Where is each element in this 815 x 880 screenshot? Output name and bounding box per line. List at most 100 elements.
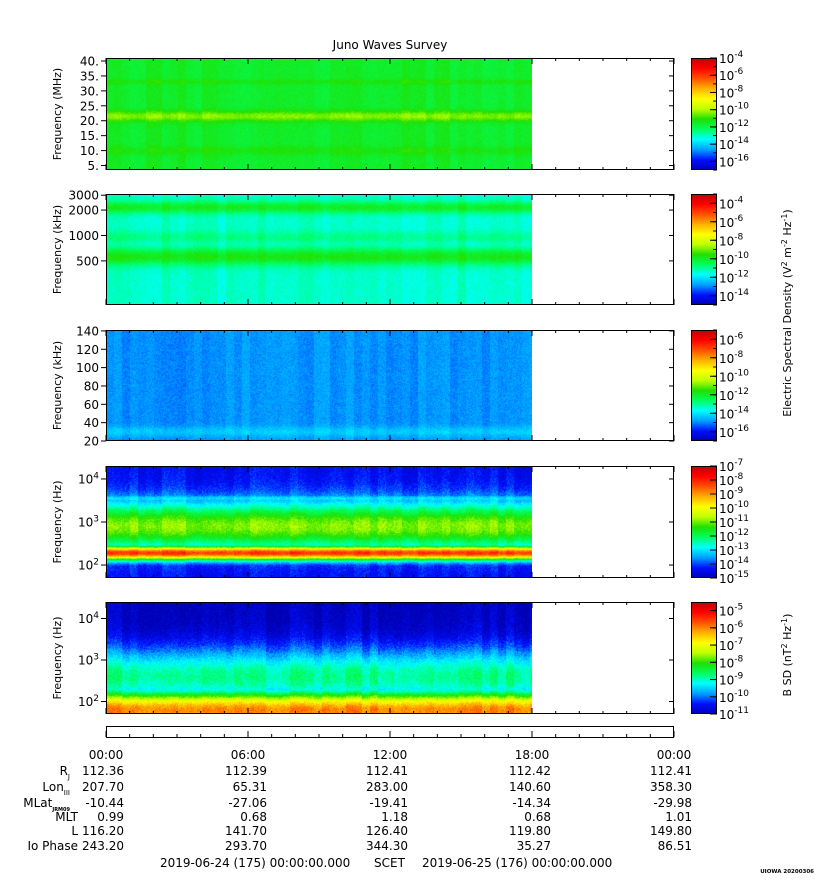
y-tick-label: 104 <box>78 471 99 486</box>
y-tick-label: 104 <box>78 611 99 626</box>
colorbar-tick-label: 10-10 <box>719 251 749 267</box>
ephemeris-row-label: MLT <box>55 810 78 824</box>
ephemeris-value: 1.01 <box>665 810 692 824</box>
colorbar-tick-label: 10-6 <box>719 620 744 636</box>
y-tick-label: 103 <box>78 515 99 530</box>
colorbar-tick-label: 10-16 <box>719 153 749 169</box>
colorbar: 10-4 10-6 10-8 10-10 10-12 10-14 <box>691 193 749 306</box>
spectrogram-image <box>106 466 532 578</box>
spectrogram-image <box>106 330 532 441</box>
ephemeris-value: -14.34 <box>512 796 551 810</box>
y-tick-label: 103 <box>78 653 99 668</box>
y-tick-label: 80 <box>84 379 99 393</box>
footer-start-date: 2019-06-24 (175) 00:00:00.000 <box>160 856 350 870</box>
y-axis-label: Frequency (kHz) <box>51 205 64 294</box>
colorbar-tick-label: 10-14 <box>719 288 749 304</box>
ephemeris-value: 293.70 <box>225 839 267 853</box>
ephemeris-value: -10.44 <box>85 796 124 810</box>
colorbar-tick-label: 10-6 <box>719 214 744 230</box>
ephemeris-value: 358.30 <box>650 780 692 794</box>
y-tick-label: 5. <box>88 159 99 173</box>
colorbar-tick-label: 10-9 <box>719 672 744 688</box>
ephemeris-value: 0.99 <box>97 810 124 824</box>
footer-end-date: 2019-06-25 (176) 00:00:00.000 <box>422 856 612 870</box>
colorbar-label-electric: Electric Spectral Density (V2 m-2 Hz-1) <box>780 209 794 416</box>
ephemeris-value: 116.20 <box>82 824 124 838</box>
colorbar-tick-label: 10-4 <box>719 50 744 66</box>
ephemeris-row: RJ 112.36 112.39 112.41 112.42 112.41 <box>60 764 692 781</box>
ephemeris-row: L 116.20 141.70 126.40 119.80 149.80 <box>71 824 692 838</box>
spectrogram-image <box>106 58 532 170</box>
y-tick-label: 120 <box>76 343 99 357</box>
colorbar-tick-label: 10-8 <box>719 84 744 100</box>
colorbar: 10-6 10-8 10-10 10-12 10-14 10-16 <box>691 329 749 442</box>
colorbar-gradient <box>691 330 717 441</box>
colorbar-tick-label: 10-12 <box>719 269 749 285</box>
y-tick-label: 2000 <box>68 204 99 218</box>
ephemeris-value: 344.30 <box>366 839 408 853</box>
ephemeris-value: 126.40 <box>366 824 408 838</box>
y-tick-label: 40 <box>84 416 99 430</box>
ephemeris-row: MLatJRM09 -10.44 -27.06 -19.41 -14.34 -29.98 <box>23 796 692 813</box>
y-tick-label: 102 <box>78 694 99 709</box>
ephemeris-value: 283.00 <box>366 780 408 794</box>
figure-title: Juno Waves Survey <box>332 38 448 52</box>
ephemeris-value: 0.68 <box>524 810 551 824</box>
y-tick-label: 15. <box>80 129 99 143</box>
ephemeris-row-label: L <box>71 824 78 838</box>
time-tick-label: 18:00 <box>515 748 550 762</box>
time-tick-label: 06:00 <box>231 748 266 762</box>
colorbar-tick-label: 10-14 <box>719 405 749 421</box>
y-tick-label: 10. <box>80 144 99 158</box>
panel-electric-high: 5.10.15.20.25.30.35.40. Frequency (MHz) 10… <box>51 50 749 173</box>
y-tick-label: 500 <box>76 254 99 268</box>
colorbar-tick-label: 10-6 <box>719 67 744 83</box>
colorbar-tick-label: 10-8 <box>719 232 744 248</box>
time-tick-label: 00:00 <box>657 748 692 762</box>
colorbar-tick-label: 10-12 <box>719 119 749 135</box>
y-tick-label: 20. <box>80 114 99 128</box>
colorbar-gradient <box>691 602 717 714</box>
ephemeris-value: -27.06 <box>228 796 267 810</box>
ephemeris-value: 207.70 <box>82 780 124 794</box>
ephemeris-row: MLT 0.99 0.68 1.18 0.68 1.01 <box>55 810 692 824</box>
colorbar-tick-label: 10-14 <box>719 136 749 152</box>
ephemeris-value: 119.80 <box>509 824 551 838</box>
ephemeris-value: -29.98 <box>653 796 692 810</box>
colorbar-label-magnetic: B SD (nT2 Hz-1) <box>780 614 794 697</box>
colorbar-gradient <box>691 58 717 170</box>
ephemeris-value: 112.42 <box>509 764 551 778</box>
ephemeris-value: 149.80 <box>650 824 692 838</box>
y-axis-label: Frequency (MHz) <box>51 68 64 160</box>
time-axis: 00:00 06:00 12:00 18:00 00:00 <box>89 726 692 762</box>
footer-scet-label: SCET <box>374 856 406 870</box>
ephemeris-value: 1.18 <box>381 810 408 824</box>
ephemeris-value: 140.60 <box>509 780 551 794</box>
colorbar-tick-label: 10-11 <box>719 706 749 722</box>
ephemeris-value: 112.41 <box>366 764 408 778</box>
colorbar-tick-label: 10-8 <box>719 654 744 670</box>
colorbar-tick-label: 10-4 <box>719 195 744 211</box>
ephemeris-value: 112.41 <box>650 764 692 778</box>
panel-electric-low: 20 40 60 80 100 120 140 Frequency (kHz) 10-6 10-8… <box>51 324 749 448</box>
colorbar-gradient <box>691 194 717 305</box>
ephemeris-row-label: Io Phase <box>27 839 78 853</box>
y-axis-label: Frequency (kHz) <box>51 341 64 430</box>
ephemeris-value: 141.70 <box>225 824 267 838</box>
y-tick-label: 35. <box>80 69 99 83</box>
colorbar-tick-label: 10-15 <box>719 570 749 586</box>
y-tick-label: 1000 <box>68 229 99 243</box>
ephemeris-value: 65.31 <box>233 780 267 794</box>
y-tick-label: 60 <box>84 398 99 412</box>
ephemeris-value: 0.68 <box>240 810 267 824</box>
ephemeris-row: LonIII 207.70 65.31 283.00 140.60 358.30 <box>42 780 692 797</box>
ephemeris-value: 35.27 <box>517 839 551 853</box>
ephemeris-value: 86.51 <box>658 839 692 853</box>
panels: 5.10.15.20.25.30.35.40. Frequency (MHz) 10… <box>51 50 794 722</box>
y-tick-label: 102 <box>78 558 99 573</box>
y-axis-label: Frequency (Hz) <box>51 481 64 564</box>
colorbar-tick-label: 10-10 <box>719 368 749 384</box>
spectrogram-image <box>106 602 532 714</box>
